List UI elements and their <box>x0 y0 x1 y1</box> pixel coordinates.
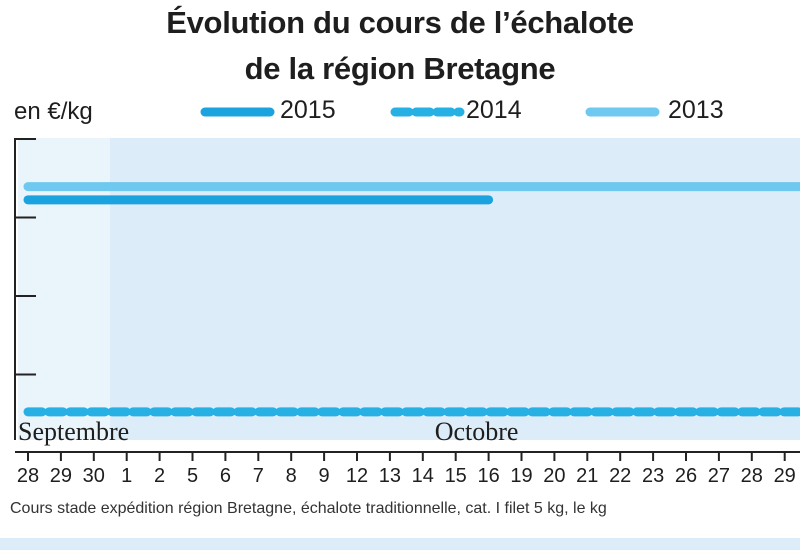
x-tick-label: 12 <box>346 465 368 487</box>
legend-label: 2013 <box>668 96 724 124</box>
x-tick-label: 16 <box>477 465 499 487</box>
legend-label: 2014 <box>466 96 522 124</box>
legend-swatch-2014 <box>390 107 465 117</box>
month-label: Septembre <box>18 417 129 446</box>
x-tick-label: 8 <box>286 465 297 487</box>
legend-swatch-2015 <box>200 107 275 117</box>
x-tick-label: 22 <box>609 465 631 487</box>
x-tick-label: 26 <box>675 465 697 487</box>
x-tick-label: 29 <box>774 465 796 487</box>
x-tick-label: 1 <box>121 465 132 487</box>
x-tick-label: 23 <box>642 465 664 487</box>
chart-title-line1: Évolution du cours de l’échalote <box>166 5 634 40</box>
x-tick-label: 14 <box>412 465 434 487</box>
x-tick-label: 28 <box>741 465 763 487</box>
x-tick-label: 20 <box>543 465 565 487</box>
x-tick-label: 19 <box>510 465 532 487</box>
x-tick-label: 6 <box>220 465 231 487</box>
x-tick-label: 9 <box>319 465 330 487</box>
x-tick-label: 5 <box>187 465 198 487</box>
x-tick-label: 27 <box>708 465 730 487</box>
x-tick-label: 30 <box>83 465 105 487</box>
x-tick-label: 21 <box>576 465 598 487</box>
x-tick-label: 28 <box>17 465 39 487</box>
legend-label: 2015 <box>280 96 336 124</box>
x-tick-label: 13 <box>379 465 401 487</box>
legend-swatch-2013 <box>585 107 660 117</box>
y-axis-unit-label: en €/kg <box>14 98 93 125</box>
x-tick-label: 15 <box>445 465 467 487</box>
x-tick-label: 7 <box>253 465 264 487</box>
x-tick-label: 29 <box>50 465 72 487</box>
chart-source-note: Cours stade expédition région Bretagne, … <box>10 500 607 517</box>
footer-band <box>0 538 800 550</box>
month-label: Octobre <box>435 417 519 446</box>
chart-title-line2: de la région Bretagne <box>244 51 556 86</box>
x-tick-label: 2 <box>154 465 165 487</box>
